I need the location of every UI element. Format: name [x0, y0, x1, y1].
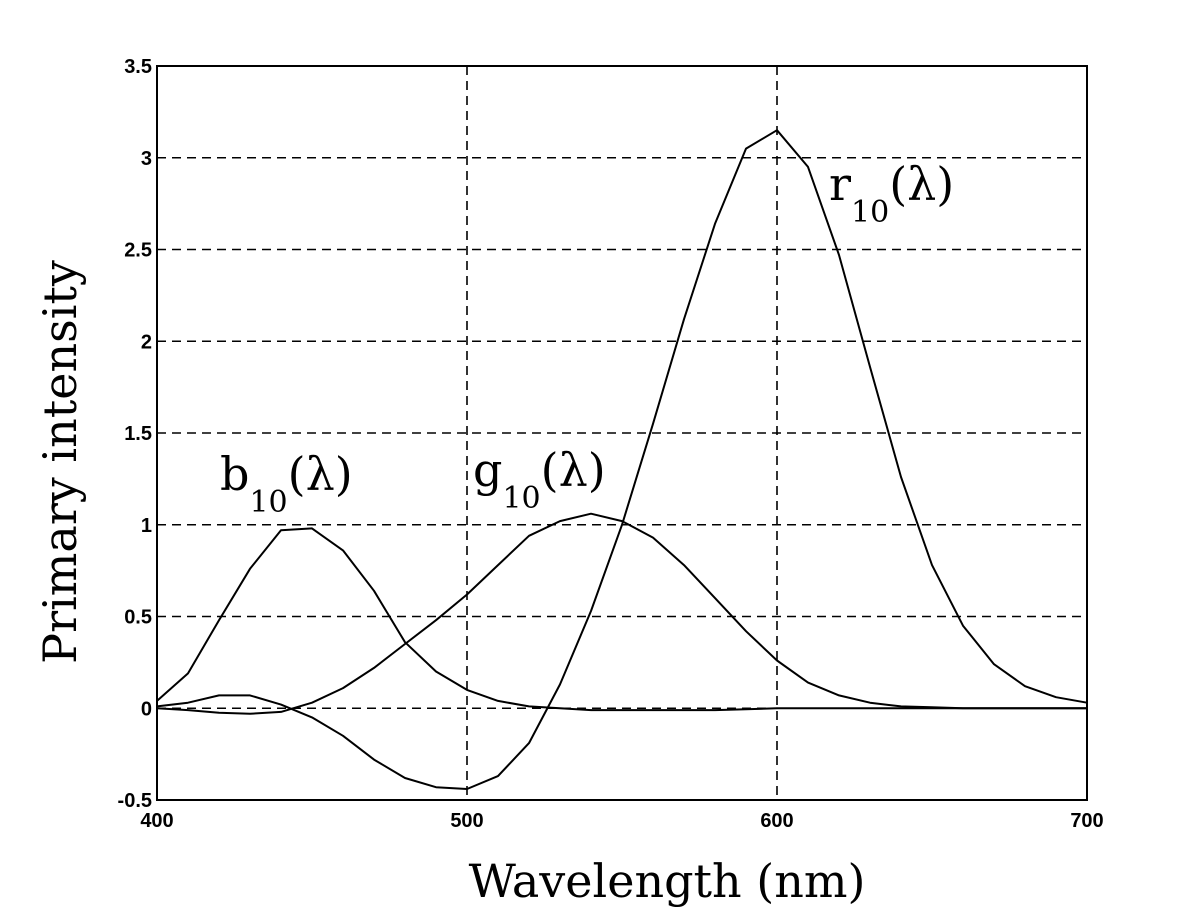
series-label-b10-tail: (λ) — [288, 447, 353, 501]
series-label-g10-main: g — [473, 443, 502, 497]
series-line-b10 — [156, 527, 1087, 712]
x-tick-label: 400 — [140, 810, 173, 832]
grid — [157, 66, 1087, 800]
y-tick-labels: -0.5 0 0.5 1 1.5 2 2.5 3 3.5 — [118, 56, 152, 812]
series-label-r10-sub: 10 — [851, 195, 889, 230]
series-lines — [156, 129, 1088, 790]
x-tick-label: 500 — [450, 810, 483, 832]
y-tick-label: 2.5 — [124, 240, 152, 262]
series-label-b10: b10(λ) — [220, 447, 353, 520]
y-tick-label: 3.5 — [124, 56, 152, 78]
y-tick-label: 2 — [141, 331, 152, 353]
series-label-r10: r10(λ) — [829, 157, 954, 230]
y-tick-label: 1.5 — [124, 423, 152, 445]
series-label-b10-main: b — [220, 447, 249, 501]
plot-frame — [156, 65, 1088, 801]
y-tick-label: 0.5 — [124, 607, 152, 629]
y-tick-label: 0 — [141, 698, 152, 720]
x-axis-label: Wavelength (nm) — [469, 854, 866, 908]
y-tick-label: -0.5 — [118, 790, 152, 812]
series-label-r10-tail: (λ) — [889, 157, 954, 211]
x-tick-labels: 400 500 600 700 — [140, 810, 1103, 832]
y-axis-label: Primary intensity — [33, 260, 87, 664]
y-tick-label: 3 — [141, 148, 152, 170]
y-tick-label: 1 — [141, 515, 152, 537]
series-label-r10-main: r — [829, 157, 851, 211]
series-line-g10 — [156, 129, 1088, 790]
x-tick-label: 600 — [760, 810, 793, 832]
x-tick-label: 700 — [1070, 810, 1103, 832]
series-line-r10 — [156, 512, 1087, 715]
series-label-g10: g10(λ) — [473, 443, 606, 516]
series-label-g10-sub: 10 — [502, 481, 540, 516]
series-label-g10-tail: (λ) — [541, 443, 606, 497]
series-label-b10-sub: 10 — [249, 485, 287, 520]
